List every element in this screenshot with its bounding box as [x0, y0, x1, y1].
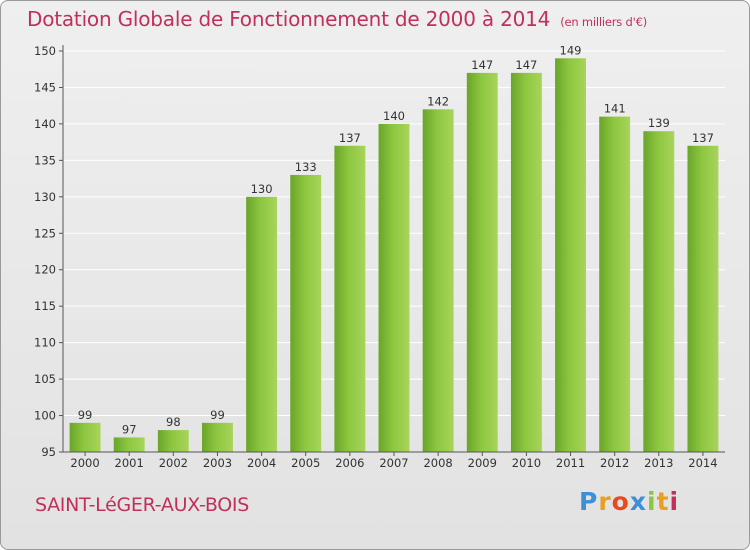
data-label-2012: 141 [604, 102, 626, 116]
bar-2008 [422, 109, 454, 452]
data-label-2001: 97 [122, 422, 137, 436]
data-label-2006: 137 [339, 131, 361, 145]
bar-2006 [334, 145, 366, 453]
x-tick-label-2012: 2012 [600, 456, 629, 470]
y-tick-label: 120 [34, 263, 56, 277]
bar-2003 [202, 422, 233, 452]
chart-title-text: Dotation Globale de Fonctionnement de 20… [27, 7, 551, 31]
bar-2011 [555, 58, 586, 453]
logo-letter: t [656, 487, 670, 516]
logo-letter: i [669, 487, 680, 516]
x-tick-label-2008: 2008 [423, 456, 452, 470]
proxiti-logo: Proxiti [579, 487, 679, 516]
data-label-2011: 149 [560, 43, 582, 57]
bar-2001 [113, 437, 145, 452]
logo-letter: P [579, 487, 599, 516]
bar-2014 [687, 145, 719, 453]
y-tick-label: 125 [34, 226, 56, 240]
bar-layer [69, 58, 719, 453]
data-label-2002: 98 [166, 415, 181, 429]
data-label-2009: 147 [471, 58, 493, 72]
y-tick-label: 150 [34, 44, 56, 58]
y-tick-label: 110 [34, 336, 56, 350]
chart-title: Dotation Globale de Fonctionnement de 20… [27, 7, 647, 31]
y-tick-label: 130 [34, 190, 56, 204]
data-label-2004: 130 [251, 182, 273, 196]
data-label-2003: 99 [210, 408, 225, 422]
x-tick-label-2013: 2013 [644, 456, 673, 470]
y-tick-label: 95 [41, 445, 56, 459]
chart-subtitle: (en milliers d'€) [560, 15, 648, 29]
data-label-2005: 133 [295, 160, 317, 174]
y-tick-label: 140 [34, 117, 56, 131]
logo-letter: r [598, 487, 612, 516]
y-tick-label: 115 [34, 299, 56, 313]
y-tick-label: 135 [34, 153, 56, 167]
x-tick-label-2003: 2003 [203, 456, 232, 470]
x-tick-label-2005: 2005 [291, 456, 320, 470]
bar-2002 [157, 430, 189, 452]
x-tick-label-2002: 2002 [159, 456, 188, 470]
x-tick-label-2014: 2014 [688, 456, 717, 470]
bar-2010 [510, 72, 542, 452]
data-label-2014: 137 [692, 131, 714, 145]
bar-2000 [69, 422, 101, 452]
bar-2005 [290, 174, 322, 453]
x-tick-label-2006: 2006 [335, 456, 364, 470]
bar-2013 [643, 131, 675, 452]
y-tick-label: 100 [34, 409, 56, 423]
city-name: SAINT-LéGER-AUX-BOIS [35, 494, 249, 516]
data-label-2007: 140 [383, 109, 405, 123]
bar-2009 [466, 72, 498, 452]
logo-letter: i [647, 487, 657, 516]
data-label-2008: 142 [427, 94, 449, 108]
logo-letter: o [611, 487, 630, 516]
bar-2007 [378, 123, 410, 452]
y-tick-label: 105 [34, 372, 56, 386]
data-label-2013: 139 [648, 116, 670, 130]
bar-2004 [246, 196, 278, 452]
x-tick-label-2007: 2007 [379, 456, 408, 470]
data-label-2010: 147 [515, 58, 537, 72]
x-tick-label-2011: 2011 [556, 456, 585, 470]
x-tick-label-2000: 2000 [70, 456, 99, 470]
axis-layer: 95 100 105 110 115 120 125 130 135 140 145 150 2000 2… [34, 44, 725, 470]
x-tick-label-2010: 2010 [512, 456, 541, 470]
y-tick-label: 145 [34, 80, 56, 94]
logo-letter: x [629, 487, 647, 516]
x-tick-label-2009: 2009 [468, 456, 497, 470]
bar-2012 [599, 116, 631, 453]
x-tick-label-2004: 2004 [247, 456, 276, 470]
label-layer: 99 97 98 99 130 133 137 140 142 147 147 149 141 139 13… [78, 43, 714, 436]
data-label-2000: 99 [78, 408, 93, 422]
x-tick-label-2001: 2001 [115, 456, 144, 470]
